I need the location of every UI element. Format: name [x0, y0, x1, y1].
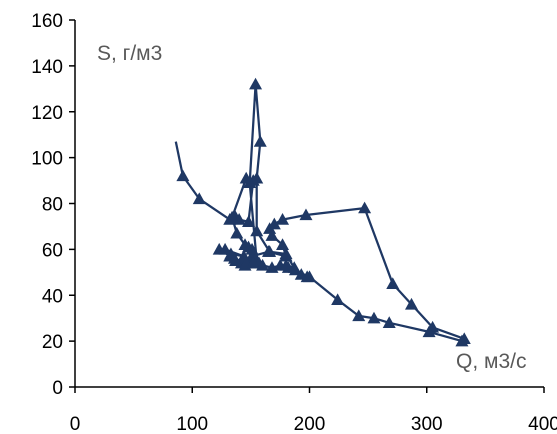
- data-point-marker: [300, 270, 314, 283]
- data-point-marker: [276, 238, 290, 250]
- data-point-marker: [276, 213, 290, 225]
- data-point-marker: [405, 297, 419, 310]
- data-point-marker: [455, 334, 469, 347]
- y-tick-label: 80: [42, 195, 63, 216]
- plot-area: [174, 77, 471, 347]
- data-point-marker: [382, 316, 396, 328]
- y-tick-label: 40: [42, 286, 63, 307]
- x-tick-label: 200: [294, 414, 326, 434]
- x-tick-label: 400: [528, 414, 557, 434]
- data-point-marker: [250, 171, 264, 184]
- data-point-marker: [422, 325, 436, 338]
- x-tick-label: 100: [176, 414, 208, 434]
- data-point-marker: [367, 311, 381, 324]
- x-tick-label: 300: [411, 414, 443, 434]
- data-point-marker: [243, 176, 257, 189]
- data-point-marker: [242, 215, 256, 228]
- y-tick-label: 160: [31, 11, 63, 32]
- x-axis-title: Q, м3/с: [456, 350, 526, 373]
- x-tick-label: 0: [70, 414, 81, 434]
- y-axis-ticks: 0 20 40 60 80 100 120 140 160: [31, 11, 75, 399]
- y-tick-label: 120: [31, 103, 63, 124]
- y-tick-label: 20: [42, 332, 63, 353]
- data-point-marker: [253, 135, 267, 147]
- data-point-marker: [230, 226, 244, 239]
- data-point-marker: [358, 201, 372, 214]
- data-point-marker: [256, 258, 270, 271]
- data-point-marker: [352, 309, 366, 322]
- data-point-marker: [246, 256, 260, 269]
- y-tick-label: 0: [52, 378, 63, 399]
- y-axis-title: S, г/м3: [97, 42, 162, 65]
- x-axis-ticks: 0 100 200 300 400: [70, 387, 557, 434]
- y-tick-label: 100: [31, 149, 63, 170]
- data-point-marker: [192, 192, 206, 205]
- data-point-marker: [386, 277, 400, 289]
- data-point-marker: [265, 229, 279, 241]
- series-line: [174, 83, 466, 343]
- data-point-marker: [227, 252, 241, 264]
- data-point-marker: [245, 242, 259, 255]
- data-point-marker: [263, 245, 277, 257]
- data-point-marker: [331, 293, 345, 306]
- data-point-marker: [249, 77, 263, 90]
- data-point-marker: [212, 242, 226, 255]
- data-point-marker: [267, 217, 281, 230]
- data-point-marker: [176, 169, 190, 182]
- data-point-marker: [279, 247, 293, 260]
- y-tick-label: 60: [42, 240, 63, 261]
- data-point-marker: [299, 208, 313, 221]
- data-point-marker: [250, 224, 264, 237]
- y-tick-label: 140: [31, 57, 63, 78]
- data-point-marker: [225, 210, 239, 223]
- data-point-marker: [287, 261, 301, 273]
- data-point-marker: [279, 258, 293, 271]
